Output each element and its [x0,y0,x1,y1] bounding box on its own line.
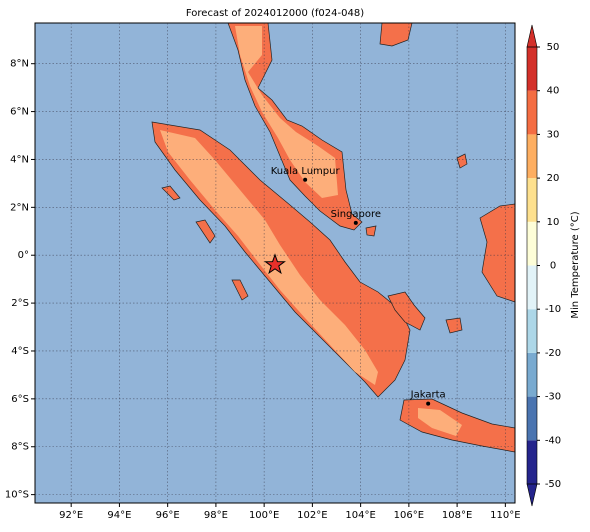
colorbar-segment [527,221,537,266]
colorbar-tick-label: 0 [550,261,556,272]
colorbar-segment [527,134,537,179]
x-tick-label: 108°E [442,510,472,521]
y-tick-label: 6°S [11,394,29,405]
colorbar-tick-label: 20 [547,173,560,184]
riau-islands [365,225,377,237]
colorbar-segment [527,440,537,484]
simeulue [161,185,181,201]
colorbar-tick-label: -40 [545,435,561,446]
y-tick-label: 6°N [10,107,29,118]
colorbar-segment [527,396,537,441]
sumatra-warm [160,130,378,385]
colorbar-tick-label: -20 [545,348,561,359]
city-label: Jakarta [410,390,446,401]
city-dot [353,220,358,225]
colorbar-tick-label: 10 [547,217,560,228]
y-tick-label: 8°N [10,59,29,70]
borneo [479,203,515,303]
x-tick-label: 106°E [394,510,424,521]
y-tick-label: 4°S [11,346,29,357]
city-label: Kuala Lumpur [271,166,341,177]
bangka [387,291,426,331]
star-marker [264,253,286,275]
peninsula-warm [235,26,338,198]
colorbar-segment [527,47,537,91]
colorbar-tick-label: -10 [545,304,561,315]
y-tick-label: 8°S [11,442,29,453]
island-ne [379,23,413,47]
y-tick-label: 10°S [5,490,29,501]
colorbar-tick-label: 50 [547,42,560,53]
x-tick-label: 100°E [249,510,279,521]
x-tick-label: 96°E [156,510,180,521]
colorbar-tick-label: -30 [545,392,561,403]
anambas [456,153,468,169]
colorbar-tick-label: 40 [547,86,560,97]
colorbar-extend-top [526,24,538,48]
colorbar-segment [527,352,537,397]
colorbar-segment [527,265,537,310]
nias [195,219,216,244]
y-tick-label: 2°S [11,298,29,309]
x-tick-label: 110°E [490,510,520,521]
colorbar-segment [527,178,537,222]
java-warm [418,408,462,436]
colorbar-tick-label: 30 [547,129,560,140]
belitung [445,317,463,334]
y-tick-label: 4°N [10,154,29,165]
y-tick-label: 2°N [10,202,29,213]
city-label: Singapore [331,209,381,220]
x-tick-label: 104°E [345,510,375,521]
x-tick-label: 102°E [297,510,327,521]
colorbar-tick-label: -50 [545,479,561,490]
city-dot [303,177,308,182]
colorbar-extend-bottom [526,483,538,507]
y-tick-label: 0° [18,250,29,261]
x-tick-label: 98°E [204,510,228,521]
siberut [231,279,249,301]
x-tick-label: 92°E [59,510,83,521]
colorbar-segment [527,309,537,353]
colorbar-label: Min Temperature (°C) [570,211,581,318]
chart-title: Forecast of 2024012000 (f024-048) [186,8,364,19]
x-tick-label: 94°E [107,510,131,521]
map [35,23,515,503]
city-dot [426,401,431,406]
map-frame [34,22,516,504]
colorbar-segment [527,90,537,135]
